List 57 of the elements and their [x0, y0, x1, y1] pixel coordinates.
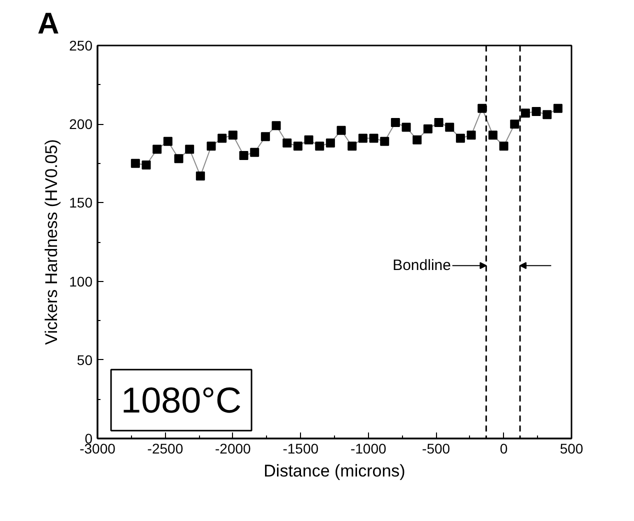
point [152, 144, 162, 154]
point [402, 122, 411, 132]
point [206, 142, 216, 151]
point [185, 144, 194, 154]
point [412, 135, 422, 144]
point [336, 126, 346, 135]
point [130, 158, 140, 168]
x-axis-title: Distance (microns) [264, 462, 406, 480]
point [466, 130, 476, 140]
point [445, 122, 454, 132]
point [358, 134, 368, 143]
point [380, 136, 390, 146]
x-tick-label: 500 [560, 440, 584, 456]
y-tick-label: 250 [69, 38, 93, 54]
point [196, 171, 205, 180]
point [390, 118, 400, 128]
x-tick-label: 0 [500, 440, 508, 456]
point [553, 104, 562, 113]
x-tick-label: -500 [422, 440, 450, 456]
point [499, 142, 508, 151]
point [260, 132, 270, 142]
text: A [38, 8, 60, 40]
y-tick-label: 150 [69, 194, 93, 211]
point [423, 124, 432, 134]
point [142, 160, 151, 170]
point [456, 134, 465, 143]
point [478, 104, 487, 113]
point [326, 138, 335, 148]
point [304, 135, 314, 144]
x-tick-label: -1000 [350, 440, 386, 456]
point [250, 148, 260, 157]
point [239, 151, 248, 160]
y-axis-title: Vickers Hardness (HV0.05) [42, 139, 62, 345]
point [163, 136, 172, 146]
point [369, 134, 378, 143]
annotation: Bondline [392, 257, 451, 274]
x-tick-label: -2000 [215, 440, 252, 456]
point [293, 142, 302, 151]
point [510, 120, 520, 129]
y-tick-label: 50 [76, 352, 93, 368]
point [532, 107, 541, 116]
point [488, 130, 498, 140]
y-tick-label: 200 [69, 116, 93, 132]
point [228, 130, 238, 140]
annotation: 1080°C [121, 380, 242, 421]
point [218, 134, 227, 143]
point [272, 121, 281, 130]
point [542, 110, 552, 120]
point [520, 108, 530, 118]
point [434, 118, 444, 128]
point [174, 154, 184, 164]
point [348, 142, 357, 151]
point [315, 142, 324, 151]
point [282, 138, 292, 148]
x-tick-label: -1500 [282, 440, 319, 456]
y-tick-label: 100 [69, 273, 93, 290]
x-tick-label: -2500 [147, 440, 184, 456]
